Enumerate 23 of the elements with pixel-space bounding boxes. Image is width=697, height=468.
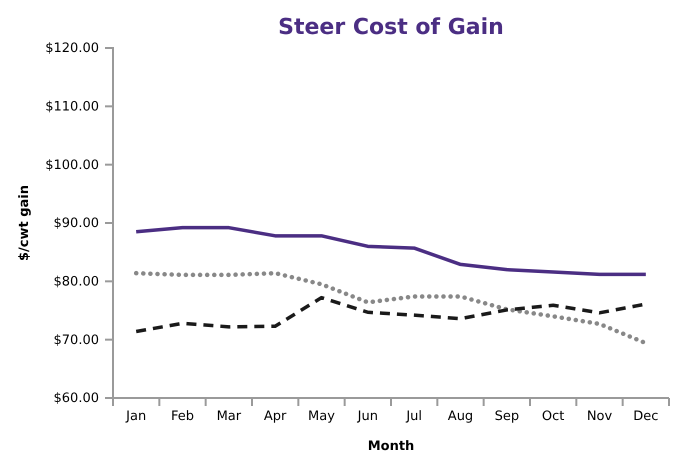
- x-tick-label: Feb: [170, 409, 194, 424]
- x-tick-label: Sep: [494, 409, 520, 424]
- y-tick-label: $70.00: [54, 332, 99, 348]
- x-tick-label: Apr: [264, 409, 288, 424]
- x-tick-label: Jan: [125, 409, 146, 424]
- x-tick-label: May: [308, 409, 336, 424]
- y-tick-label: $110.00: [45, 99, 99, 114]
- x-tick-label: Jun: [356, 409, 378, 424]
- y-tick-label: $90.00: [54, 216, 99, 232]
- chart-title: Steer Cost of Gain: [278, 15, 504, 40]
- y-tick-label: $120.00: [45, 41, 99, 56]
- y-tick-label: $80.00: [54, 274, 99, 290]
- y-axis-title: $/cwt gain: [17, 184, 32, 262]
- line-series: [134, 226, 648, 276]
- x-tick-label: Oct: [542, 409, 564, 424]
- y-tick-label: $60.00: [54, 391, 99, 406]
- x-axis-title: Month: [368, 439, 414, 454]
- x-tick-label: Dec: [633, 409, 658, 424]
- x-tick-label: Mar: [216, 409, 242, 424]
- y-tick-label: $100.00: [45, 158, 99, 173]
- x-tick-label: Nov: [586, 409, 612, 424]
- x-tick-label: Jul: [405, 409, 422, 424]
- x-tick-label: Aug: [448, 409, 474, 424]
